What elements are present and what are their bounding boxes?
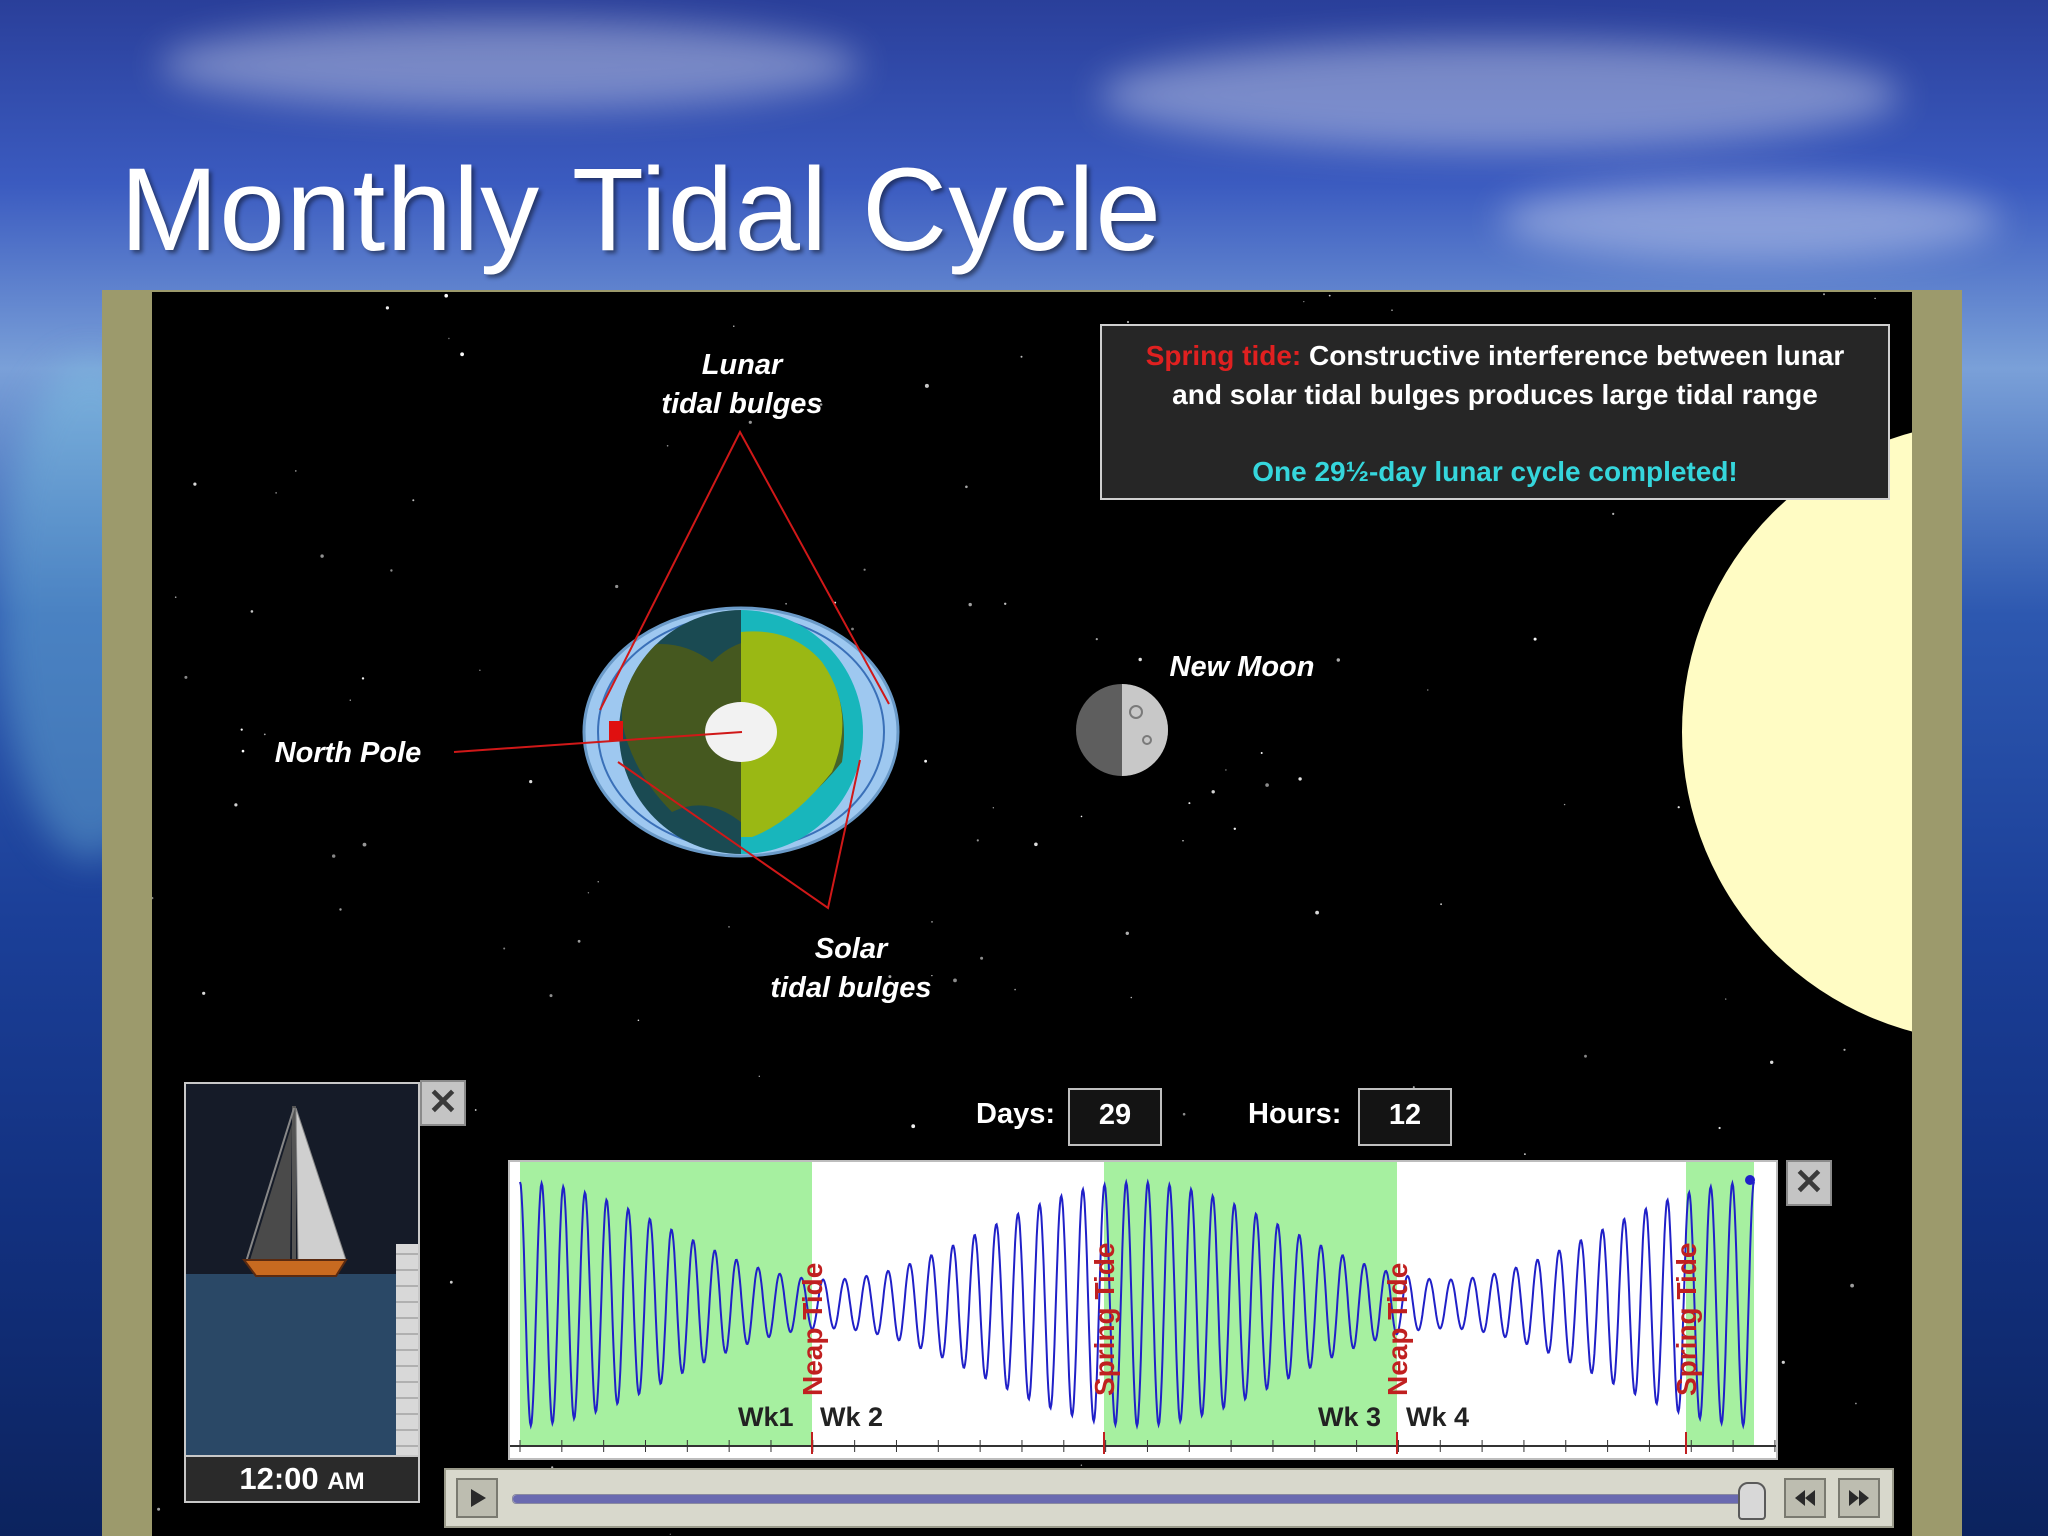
lunar-bulges-label-line1: Lunar (701, 349, 783, 381)
hours-label: Hours: (1248, 1098, 1342, 1130)
slide-title: Monthly Tidal Cycle (120, 144, 1163, 276)
north-pole-label: North Pole (274, 737, 422, 769)
timeline-thumb[interactable] (1737, 1482, 1766, 1520)
rewind-icon (1795, 1490, 1815, 1506)
tide-event-label: Neap Tide (1382, 1263, 1413, 1396)
cycle-complete-text: One 29½-day lunar cycle completed! (1252, 456, 1738, 487)
info-box: Spring tide: Constructive interference b… (1100, 324, 1890, 500)
spring-tide-text-2: and solar tidal bulges produces large ti… (1172, 379, 1818, 410)
time-ampm: AM (327, 1468, 365, 1495)
sun (1682, 432, 1912, 1032)
week-label: Wk 4 (1406, 1402, 1469, 1432)
player-controls (444, 1468, 1894, 1528)
bulge-pointer-lines (453, 429, 890, 910)
solar-bulges-label-line2: tidal bulges (770, 972, 932, 1004)
spring-tide-text: Constructive interference between lunar (1301, 340, 1845, 371)
moon-phase-label: New Moon (1169, 651, 1315, 683)
time-value: 12:00 (239, 1461, 319, 1496)
week-label: Wk 3 (1318, 1402, 1381, 1432)
play-icon (471, 1489, 486, 1507)
dock-wall (396, 1244, 418, 1456)
fast-forward-icon (1849, 1490, 1869, 1506)
close-icon: ✕ (1793, 1161, 1825, 1202)
solar-bulges-label: Solar tidal bulges (736, 930, 966, 1008)
boat-illustration (186, 1084, 418, 1456)
simulation-stage: Spring tide: Constructive interference b… (152, 292, 1912, 1536)
week-label: Wk 2 (820, 1402, 883, 1432)
spring-tide-label: Spring tide: (1145, 340, 1302, 371)
days-counter: 29 (1068, 1088, 1162, 1146)
lunar-bulges-label-line2: tidal bulges (661, 388, 823, 420)
boat-panel (184, 1082, 420, 1458)
sailboat (242, 1106, 348, 1277)
timeline-progress (513, 1495, 1751, 1503)
tide-event-label: Spring Tide (1089, 1243, 1120, 1397)
time-display: 12:00 AM (184, 1455, 420, 1503)
close-boat-panel-button[interactable]: ✕ (420, 1080, 466, 1126)
lunar-bulges-label: Lunar tidal bulges (632, 346, 852, 424)
current-time-marker (1745, 1175, 1755, 1185)
space-scene (152, 293, 1912, 1535)
week-label: Wk1 (738, 1402, 794, 1432)
fast-forward-button[interactable] (1838, 1478, 1880, 1518)
close-icon: ✕ (427, 1081, 459, 1122)
tide-event-label: Spring Tide (1671, 1243, 1702, 1397)
timeline-track[interactable] (512, 1494, 1764, 1504)
tide-event-label: Neap Tide (797, 1263, 828, 1396)
days-label: Days: (976, 1098, 1055, 1130)
close-tide-chart-button[interactable]: ✕ (1786, 1160, 1832, 1206)
rewind-button[interactable] (1784, 1478, 1826, 1518)
tide-chart-svg: Neap Tide Spring Tide Neap Tide Spring Tide… (510, 1162, 1776, 1454)
play-button[interactable] (456, 1478, 498, 1518)
solar-bulges-label-line1: Solar (814, 933, 888, 965)
tide-curve (519, 1178, 1755, 1430)
moon-icon (1076, 684, 1168, 776)
hours-counter: 12 (1358, 1088, 1452, 1146)
tide-chart: Neap Tide Spring Tide Neap Tide Spring Tide… (508, 1160, 1778, 1460)
